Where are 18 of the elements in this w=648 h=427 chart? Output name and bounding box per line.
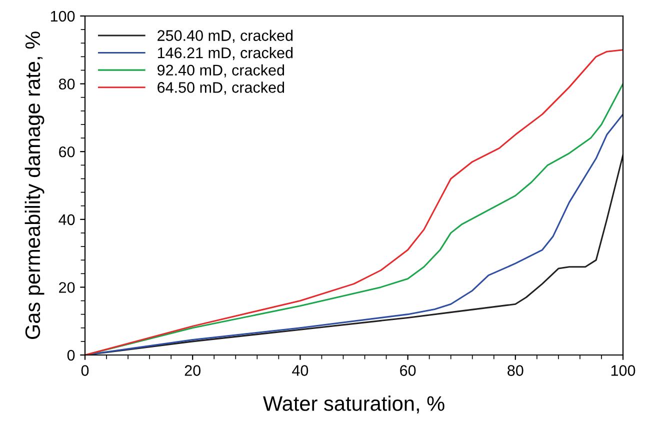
y-tick-label: 60 bbox=[59, 146, 75, 158]
x-tick-label: 40 bbox=[292, 365, 308, 376]
y-tick-label: 0 bbox=[67, 350, 75, 361]
x-tick-label: 60 bbox=[400, 365, 416, 376]
x-tick-label: 100 bbox=[611, 365, 636, 376]
y-tick-label: 40 bbox=[58, 214, 75, 226]
x-tick-label: 80 bbox=[508, 365, 524, 376]
y-tick-label: 20 bbox=[59, 282, 75, 293]
y-tick-label: 100 bbox=[50, 10, 75, 22]
x-tick-label: 0 bbox=[81, 365, 89, 376]
legend-label: 250.40 mD, cracked bbox=[158, 30, 293, 43]
x-tick-label: 20 bbox=[184, 365, 200, 376]
y-axis-title: Gas permeability damage rate, % bbox=[24, 32, 44, 340]
legend-label: 146.21 mD, cracked bbox=[158, 47, 293, 60]
y-tick-label: 80 bbox=[58, 78, 75, 90]
x-axis-title: Water saturation, % bbox=[263, 396, 444, 414]
legend-label: 92.40 mD, cracked bbox=[158, 64, 284, 78]
legend-label: 64.50 mD, cracked bbox=[158, 82, 284, 95]
